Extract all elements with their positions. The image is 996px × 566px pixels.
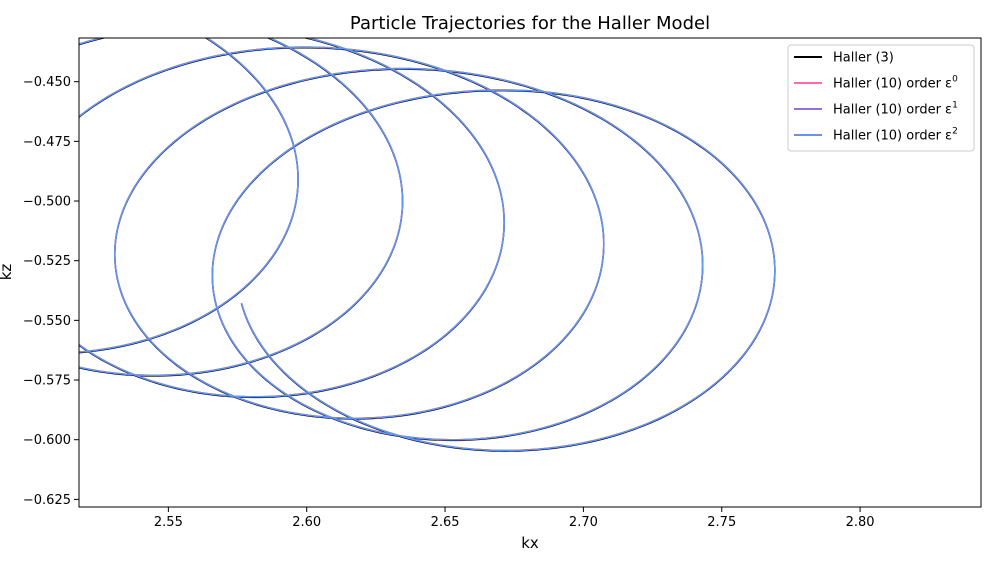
- legend-label-3: Haller (10) order ε2: [833, 127, 958, 144]
- y-tick-label: −0.550: [23, 314, 71, 329]
- series-line-3: [79, 38, 776, 452]
- x-tick-label: 2.55: [154, 515, 183, 530]
- legend-label-0: Haller (3): [833, 51, 894, 66]
- x-axis: 2.55 2.60 2.65 2.70 2.75 2.80: [154, 507, 875, 530]
- series-layer: [79, 38, 776, 452]
- chart-title: Particle Trajectories for the Haller Mod…: [350, 13, 710, 34]
- y-tick-label: −0.475: [23, 135, 71, 150]
- y-axis-label: kz: [0, 264, 15, 281]
- y-tick-label: −0.525: [23, 254, 71, 269]
- y-tick-label: −0.625: [23, 493, 71, 508]
- x-tick-label: 2.60: [292, 515, 321, 530]
- legend-label-2: Haller (10) order ε1: [833, 101, 958, 118]
- x-tick-label: 2.70: [569, 515, 598, 530]
- y-tick-label: −0.600: [23, 433, 71, 448]
- x-tick-label: 2.80: [846, 515, 875, 530]
- y-axis: −0.450 −0.475 −0.500 −0.525 −0.550 −0.575 −0.6…: [23, 75, 79, 508]
- y-tick-label: −0.450: [23, 75, 71, 90]
- x-tick-label: 2.65: [431, 515, 460, 530]
- plot-frame: [78, 37, 982, 508]
- legend-label-1: Haller (10) order ε0: [833, 75, 958, 92]
- x-tick-label: 2.75: [707, 515, 736, 530]
- y-tick-label: −0.575: [23, 374, 71, 389]
- y-tick-label: −0.500: [23, 195, 71, 210]
- x-axis-label: kx: [521, 534, 539, 552]
- legend: Haller (3) Haller (10) order ε0 Haller (10…: [787, 44, 975, 152]
- legend-frame: [787, 44, 975, 152]
